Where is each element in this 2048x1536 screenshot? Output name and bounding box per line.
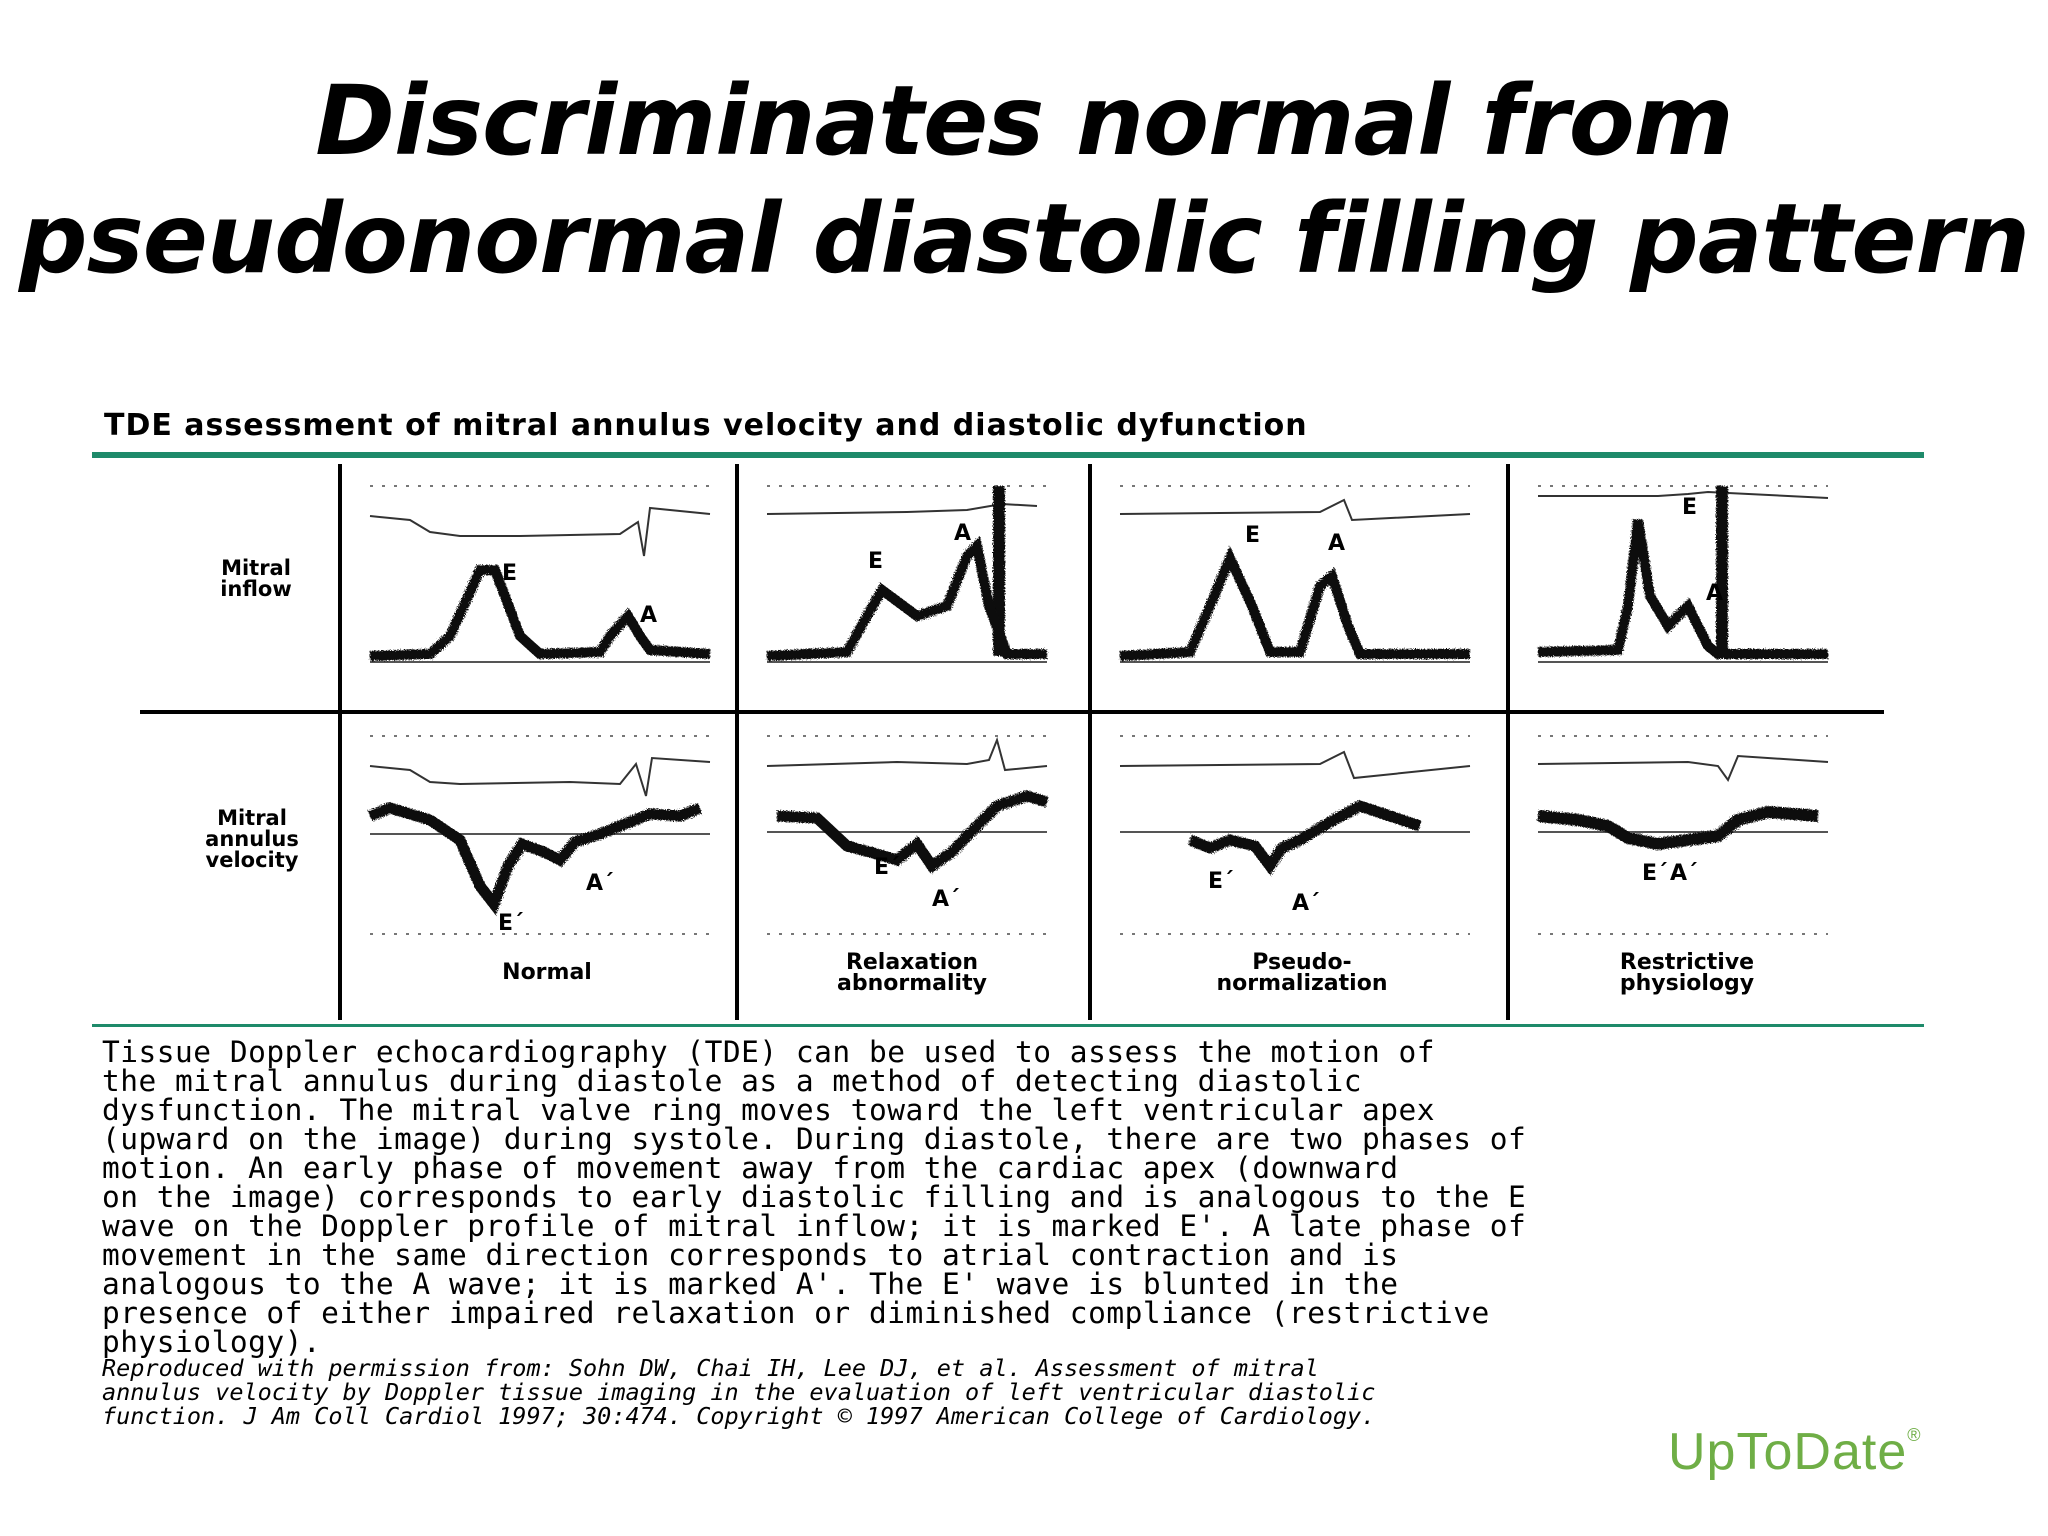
row-label-mitral-inflow: Mitral inflow xyxy=(220,556,292,601)
wave-label-e-prime: E´ xyxy=(874,855,900,880)
wave-label-a: A xyxy=(640,603,657,628)
slide-title-line-1: Discriminates normal from xyxy=(315,65,1733,177)
registered-mark: ® xyxy=(1907,1425,1922,1445)
figure-title: TDE assessment of mitral annulus velocit… xyxy=(104,408,1308,443)
panel-annulus-restrictive xyxy=(1537,735,1829,935)
panel-annulus-pseudonormal xyxy=(1119,735,1471,935)
wave-label-e-prime: E´ xyxy=(1642,861,1668,886)
panel-inflow-pseudonormal xyxy=(1119,485,1471,678)
wave-label-a-prime: A´ xyxy=(1292,891,1320,916)
wave-label-a: A xyxy=(1706,581,1723,606)
wave-label-a-prime: A´ xyxy=(586,871,614,896)
grid-lines xyxy=(140,464,1884,1020)
caption-rule xyxy=(92,1024,1924,1027)
wave-label-e: E xyxy=(502,561,517,586)
wave-label-a: A xyxy=(1328,531,1345,556)
wave-label-e: E xyxy=(1682,495,1697,520)
wave-label-a-prime: A´ xyxy=(1670,861,1698,886)
figure-caption: Tissue Doppler echocardiography (TDE) ca… xyxy=(102,1035,1527,1359)
figure-citation: Reproduced with permission from: Sohn DW… xyxy=(102,1354,1376,1430)
slide-title: Discriminates normal from pseudonormal d… xyxy=(0,62,2048,298)
panel-inflow-restrictive xyxy=(1537,485,1829,678)
wave-label-e-prime: E´ xyxy=(498,911,524,936)
column-label-relaxation-abnormality: Relaxation abnormality xyxy=(837,950,987,996)
wave-label-e-prime: E´ xyxy=(1208,869,1234,894)
panel-annulus-relaxation xyxy=(766,735,1049,935)
figure-title-rule xyxy=(92,452,1924,458)
tde-figure: TDE assessment of mitral annulus velocit… xyxy=(92,400,1924,1440)
slide-title-line-2: pseudonormal diastolic filling pattern xyxy=(18,183,2030,295)
wave-label-a-prime: A´ xyxy=(932,887,960,912)
row-label-mitral-annulus-velocity: Mitral annulus velocity xyxy=(205,806,299,872)
column-label-pseudonormalization: Pseudo- normalization xyxy=(1216,950,1388,996)
uptodate-logo: UpToDate® xyxy=(1668,1423,1922,1481)
panel-annulus-normal xyxy=(367,735,711,935)
column-label-normal: Normal xyxy=(502,960,592,985)
doppler-panel-grid: E A E A E A E A E´ A´ E´ A´ E´ A´ E´ A´ xyxy=(140,464,1884,1020)
wave-label-a: A xyxy=(954,521,971,546)
wave-label-e: E xyxy=(1245,523,1260,548)
panel-inflow-relaxation xyxy=(766,485,1047,678)
column-label-restrictive-physiology: Restrictive physiology xyxy=(1619,950,1755,996)
wave-label-e: E xyxy=(868,549,883,574)
panel-inflow-normal xyxy=(369,485,711,676)
